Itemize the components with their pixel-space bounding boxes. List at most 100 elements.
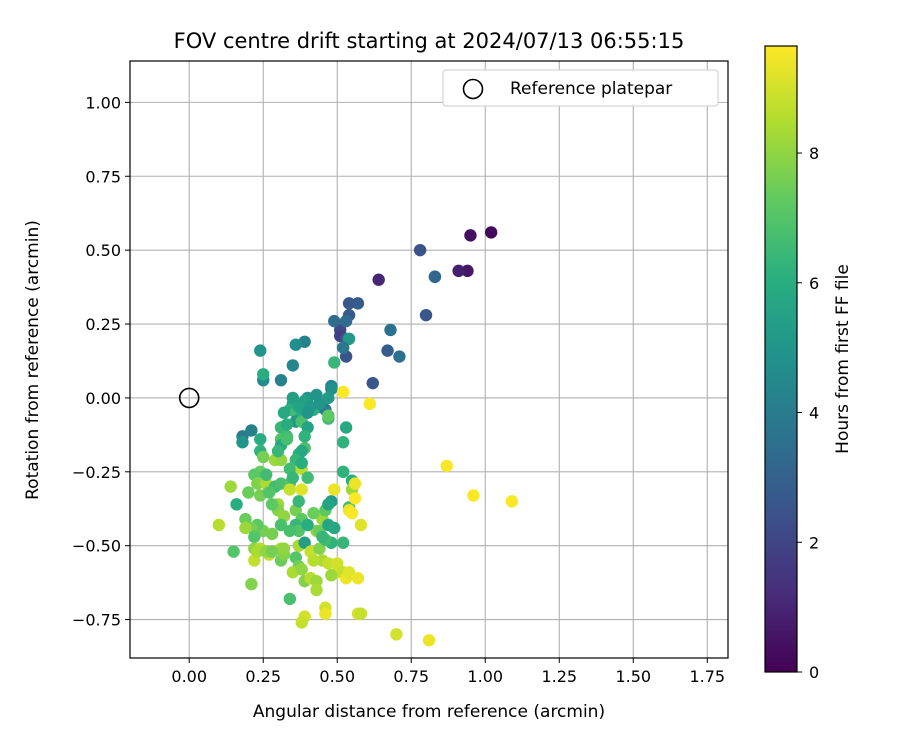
scatter-point — [289, 338, 302, 351]
scatter-point — [316, 530, 329, 544]
scatter-point — [283, 524, 297, 538]
data-points — [212, 226, 519, 647]
scatter-point — [342, 566, 356, 579]
scatter-point — [366, 376, 379, 390]
colorbar-label: Hours from first FF file — [833, 264, 853, 454]
scatter-point — [351, 297, 365, 310]
scatter-point — [319, 607, 332, 620]
colorbar-tick-label: 2 — [809, 533, 819, 552]
scatter-point — [339, 421, 353, 434]
scatter-point — [298, 536, 311, 549]
scatter-point — [265, 498, 279, 511]
scatter-point — [245, 424, 258, 437]
scatter-point — [505, 495, 519, 508]
colorbar: 0 2 4 6 8 Hours from first FF file — [764, 45, 853, 682]
x-tick-label: 0.75 — [393, 667, 429, 686]
y-tick-label: −0.50 — [72, 537, 121, 556]
scatter-point — [322, 409, 335, 422]
scatter-point — [384, 323, 397, 337]
scatter-point — [298, 430, 311, 443]
scatter-point — [230, 498, 243, 511]
scatter-point — [254, 433, 267, 446]
scatter-point — [262, 486, 276, 499]
scatter-point — [292, 524, 305, 538]
scatter-point — [295, 483, 308, 496]
colorbar-tick-label: 4 — [809, 404, 819, 423]
y-tick-label: 0.50 — [85, 241, 121, 260]
scatter-point — [322, 498, 335, 511]
scatter-point — [295, 456, 308, 470]
scatter-point — [227, 545, 240, 558]
scatter-point — [440, 459, 453, 473]
scatter-point — [257, 368, 270, 381]
scatter-point — [336, 385, 350, 399]
scatter-point — [286, 391, 300, 405]
scatter-point — [354, 518, 368, 532]
scatter-point — [295, 444, 308, 458]
scatter-point — [336, 341, 350, 354]
scatter-point — [351, 572, 365, 585]
scatter-point — [452, 264, 465, 278]
scatter-point — [381, 344, 394, 357]
scatter-point — [242, 486, 255, 499]
scatter-point — [328, 483, 341, 496]
chart-title: FOV centre drift starting at 2024/07/13 … — [174, 29, 685, 53]
scatter-point — [310, 583, 323, 597]
scatter-point — [390, 628, 403, 641]
x-tick-label: 1.25 — [541, 667, 577, 686]
legend: Reference platepar — [442, 69, 719, 107]
y-tick-label: 1.00 — [85, 93, 121, 112]
scatter-point — [251, 545, 264, 558]
scatter-point — [307, 506, 320, 520]
y-tick-label: 0.75 — [85, 167, 121, 186]
scatter-point — [348, 492, 362, 505]
scatter-point — [274, 518, 288, 532]
scatter-point — [265, 545, 279, 558]
scatter-point — [277, 406, 291, 419]
scatter-point — [292, 400, 305, 413]
scatter-point — [336, 536, 350, 549]
scatter-point — [354, 607, 368, 620]
scatter-point — [428, 270, 442, 283]
colorbar-ticks: 0 2 4 6 8 — [797, 144, 819, 682]
scatter-point — [328, 314, 341, 328]
scatter-point — [236, 436, 249, 449]
colorbar-tick-label: 0 — [809, 663, 819, 682]
scatter-point — [307, 554, 320, 567]
legend-marker-icon — [462, 78, 484, 100]
scatter-point — [339, 314, 353, 328]
scatter-point — [254, 344, 267, 357]
y-axis-label: Rotation from reference (arcmin) — [23, 220, 43, 500]
scatter-point — [239, 521, 252, 535]
scatter-point — [348, 477, 362, 490]
reference-platepar-marker — [178, 387, 200, 409]
x-tick-label: 0.25 — [245, 667, 281, 686]
scatter-point — [393, 350, 406, 363]
x-tick-label: 0.00 — [171, 667, 207, 686]
scatter-point — [331, 557, 344, 570]
scatter-point — [274, 477, 288, 490]
colorbar-gradient — [764, 45, 798, 673]
scatter-point — [295, 616, 308, 629]
y-axis-ticks: −0.75 −0.50 −0.25 0.00 0.25 0.50 0.75 1.00 — [72, 93, 130, 630]
scatter-point — [325, 569, 338, 582]
scatter-point — [286, 359, 300, 372]
colorbar-tick-label: 6 — [809, 274, 819, 293]
scatter-point — [295, 563, 308, 576]
scatter-point — [419, 308, 433, 322]
scatter-point — [283, 483, 297, 496]
x-tick-label: 1.50 — [615, 667, 651, 686]
x-tick-label: 1.75 — [689, 667, 725, 686]
scatter-point — [342, 332, 356, 346]
scatter-point — [313, 542, 326, 555]
scatter-point — [212, 518, 226, 532]
x-axis-ticks: 0.00 0.25 0.50 0.75 1.00 1.25 1.50 1.75 — [171, 658, 725, 686]
scatter-point — [280, 433, 294, 446]
scatter-point — [322, 557, 335, 570]
y-tick-label: 0.00 — [85, 389, 121, 408]
scatter-point — [286, 471, 300, 484]
scatter-point — [422, 634, 436, 647]
scatter-point — [313, 397, 326, 411]
scatter-point — [259, 468, 273, 481]
